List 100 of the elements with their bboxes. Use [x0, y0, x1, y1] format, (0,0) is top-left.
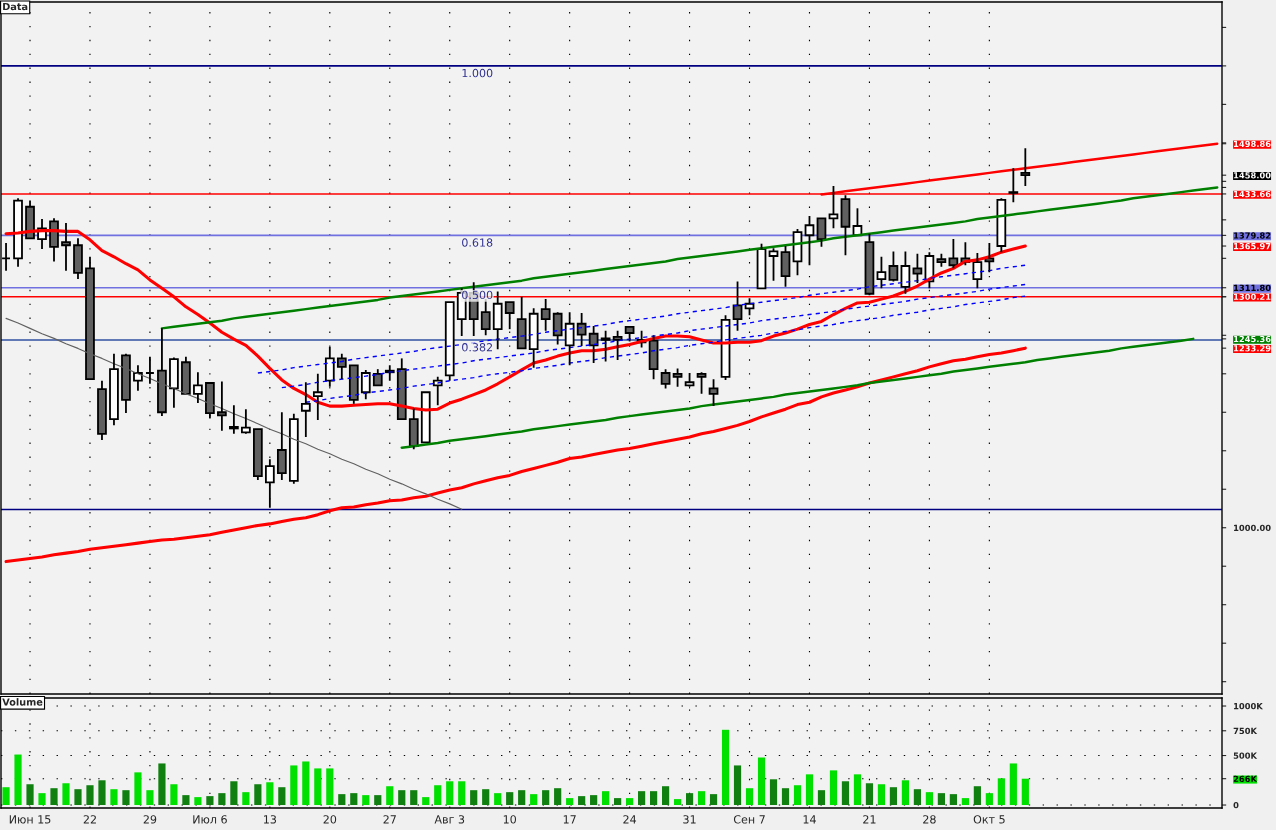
candlestick — [73, 237, 83, 281]
candlestick — [996, 197, 1007, 254]
x-tick-label: Авг 3 — [434, 815, 465, 824]
candlestick — [768, 247, 779, 282]
bar — [518, 790, 526, 806]
bar — [74, 789, 82, 806]
x-tick-label: 27 — [383, 815, 396, 824]
bar — [326, 768, 334, 806]
bar — [494, 793, 502, 806]
y-tick-label: 1311.80 — [1234, 284, 1271, 292]
candlestick — [372, 368, 383, 387]
candlestick — [492, 290, 503, 351]
x-tick-label: 10 — [503, 815, 517, 824]
y-tick-label: 500K — [1233, 752, 1258, 759]
annotation: 0.500 — [462, 290, 493, 300]
bar — [554, 788, 562, 806]
x-tick-label: 20 — [323, 815, 337, 824]
candlestick — [264, 458, 275, 509]
x-tick-label: 22 — [83, 815, 96, 824]
candlestick — [133, 364, 143, 392]
candlestick — [732, 280, 743, 332]
bar — [38, 793, 46, 806]
candlestick — [576, 312, 587, 347]
candlestick — [516, 295, 527, 350]
candlestick — [181, 355, 191, 395]
candlestick — [360, 369, 371, 401]
candlestick — [408, 407, 419, 451]
bar — [590, 795, 598, 806]
bar — [949, 794, 957, 806]
bar — [638, 791, 646, 806]
bar — [386, 786, 394, 806]
candlestick — [564, 311, 575, 367]
bar — [362, 795, 370, 806]
bar — [398, 790, 406, 806]
bar — [961, 798, 969, 806]
x-tick-label: 21 — [863, 815, 876, 824]
candlestick — [444, 301, 455, 382]
candlestick — [336, 352, 347, 381]
bar — [673, 799, 682, 806]
bar — [781, 788, 790, 806]
bar — [266, 782, 274, 806]
bar — [230, 781, 238, 806]
line-series — [160, 186, 1219, 330]
y-tick-label: 0 — [1233, 802, 1239, 809]
chart-title: Volume — [2, 698, 43, 706]
y-tick-label: 1233.29 — [1234, 345, 1271, 352]
bar — [1021, 778, 1029, 806]
candlestick — [348, 364, 359, 405]
bar — [685, 793, 694, 806]
candlestick — [109, 352, 119, 427]
candlestick — [241, 408, 251, 435]
x-tick-label: Окт 5 — [973, 815, 1005, 824]
bar — [86, 785, 94, 806]
candlestick — [840, 194, 851, 257]
bar — [182, 795, 190, 806]
bar — [853, 774, 862, 806]
bar — [146, 790, 154, 806]
bar — [26, 784, 34, 806]
candlestick — [936, 252, 947, 268]
bar — [937, 793, 945, 806]
y-tick-label: 1458.00 — [1234, 172, 1271, 179]
bar — [566, 798, 574, 806]
bar — [254, 784, 262, 806]
bar — [314, 768, 322, 806]
candlestick — [600, 329, 611, 363]
x-tick-label: 17 — [563, 815, 576, 824]
bar — [1009, 763, 1017, 806]
annotation: 0.382 — [462, 343, 493, 352]
bar — [350, 793, 358, 806]
bar — [446, 781, 454, 806]
annotation: 1.000 — [462, 68, 493, 78]
bar — [170, 784, 178, 806]
bar — [745, 788, 754, 806]
line-series — [400, 337, 1195, 449]
x-tick-label: 24 — [623, 815, 637, 824]
candlestick — [13, 197, 23, 268]
y-tick-label: 266K — [1233, 775, 1258, 782]
bar — [434, 785, 442, 806]
bar — [206, 796, 214, 806]
candlestick — [217, 380, 227, 432]
bar — [817, 790, 826, 806]
candlestick — [61, 222, 71, 272]
bar — [530, 794, 538, 806]
bar — [925, 792, 933, 806]
chart-title: Data — [3, 2, 28, 11]
candlestick — [624, 325, 635, 343]
y-tick-label: 1433.66 — [1234, 190, 1271, 198]
x-tick-label: Июл 6 — [193, 815, 227, 824]
bar — [626, 798, 634, 806]
candlestick — [157, 327, 167, 418]
bar — [374, 795, 382, 806]
x-tick-label: 31 — [683, 815, 696, 824]
y-tick-label: 1379.82 — [1234, 232, 1271, 239]
candlestick — [804, 215, 815, 267]
y-tick-label: 1498.86 — [1234, 140, 1271, 148]
bar — [122, 790, 130, 806]
candlestick — [121, 352, 131, 414]
candlestick — [229, 404, 239, 435]
bar — [997, 778, 1005, 806]
bar — [482, 789, 490, 806]
